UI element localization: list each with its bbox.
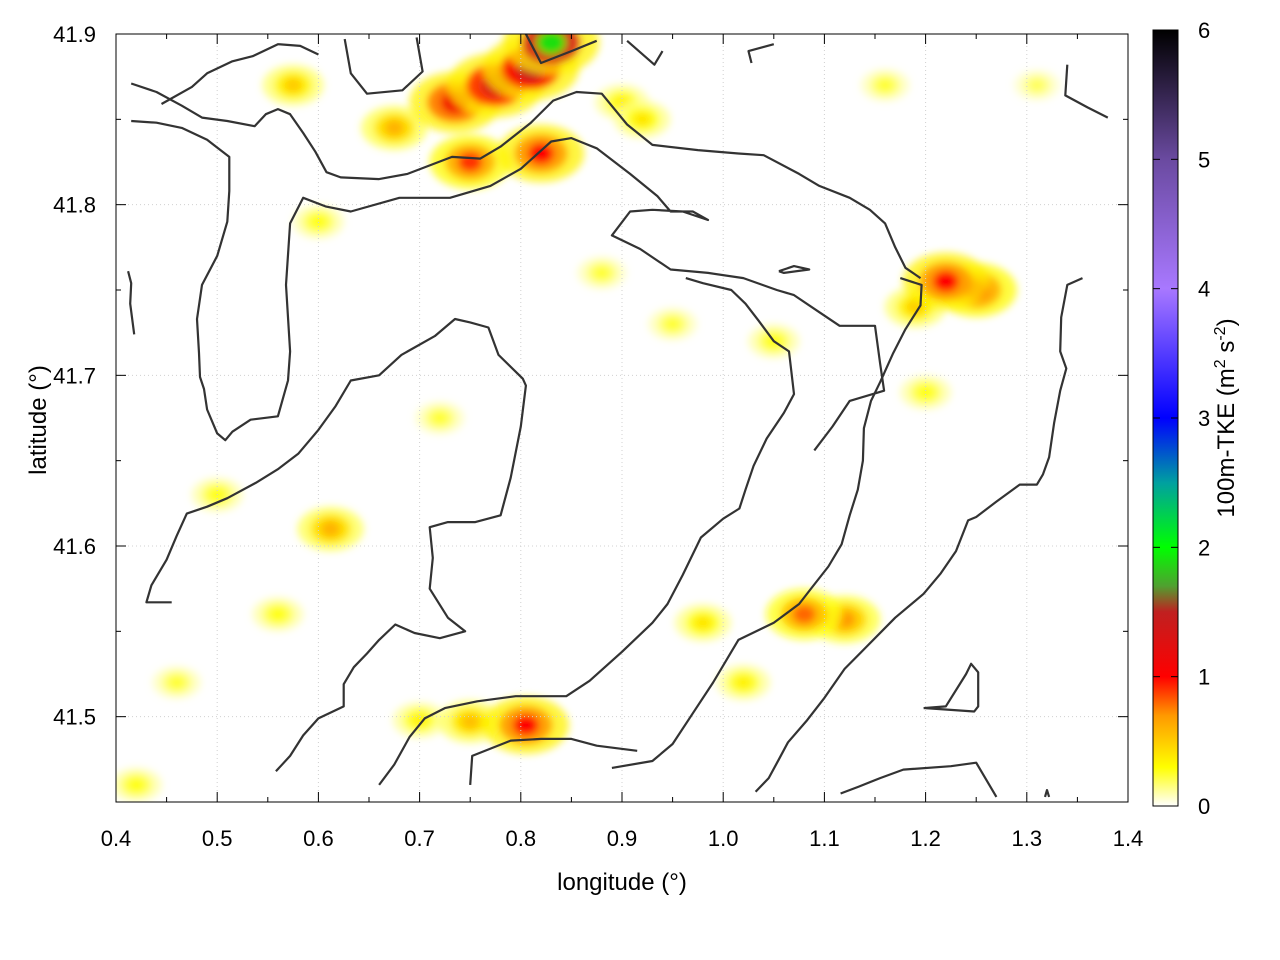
heat-core — [169, 676, 185, 689]
x-axis-title: longitude (°) — [557, 869, 687, 896]
colorbar-tick-label: 4 — [1198, 277, 1210, 302]
heat-core — [320, 520, 341, 538]
y-tick-label: 41.5 — [53, 705, 96, 730]
contour-line — [778, 265, 811, 274]
y-axis-title: latitude (°) — [25, 365, 52, 475]
heat-core — [735, 675, 752, 690]
y-axis: 41.5 41.6 41.7 41.8 41.9 — [53, 22, 1128, 730]
heatmap-layer — [116, 34, 1060, 802]
colorbar-tick-label: 0 — [1198, 794, 1210, 819]
y-tick-label: 41.6 — [53, 534, 96, 559]
contour-line — [343, 37, 424, 95]
contour-line — [130, 82, 922, 280]
x-tick-label: 1.0 — [708, 826, 739, 851]
y-tick-label: 41.8 — [53, 193, 96, 218]
terrain-contours — [127, 34, 1109, 798]
x-tick-label: 0.4 — [101, 826, 132, 851]
heat-core — [633, 112, 651, 127]
grid-lines — [116, 34, 1128, 802]
heat-core — [917, 386, 934, 399]
contour-line — [524, 34, 598, 65]
heat-core — [460, 713, 480, 730]
heat-core — [283, 77, 303, 93]
contour-line — [747, 43, 775, 64]
colorbar-tick-label: 3 — [1198, 406, 1210, 431]
colorbar-tick-label: 6 — [1198, 18, 1210, 43]
contour-line — [145, 317, 528, 773]
heat-core — [432, 411, 448, 425]
colorbar-title: 100m-TKE (m2 s-2) — [1212, 318, 1240, 517]
heat-core — [527, 142, 555, 165]
x-tick-label: 0.8 — [506, 826, 537, 851]
contour-line — [754, 277, 1083, 793]
x-tick-label: 1.1 — [809, 826, 840, 851]
heat-core — [792, 604, 816, 624]
y-tick-label: 41.9 — [53, 22, 96, 47]
heat-core — [877, 79, 893, 92]
heat-core — [128, 778, 145, 792]
x-axis: 0.4 0.5 0.6 0.7 0.8 0.9 1.0 1.1 1.2 1.3 1.4 — [101, 34, 1144, 851]
heat-core — [512, 714, 540, 736]
heat-core — [411, 713, 428, 727]
contour-line — [127, 270, 136, 335]
contour-line — [160, 43, 319, 105]
contour-line — [378, 277, 796, 786]
x-tick-label: 0.7 — [404, 826, 435, 851]
colorbar-tick-label: 1 — [1198, 665, 1210, 690]
contour-line — [923, 662, 980, 713]
contour-line — [611, 277, 923, 769]
x-tick-label: 1.2 — [910, 826, 941, 851]
x-tick-label: 0.9 — [607, 826, 638, 851]
colorbar-ticks: 0 1 2 3 4 5 6 — [1153, 18, 1210, 819]
y-tick-label: 41.7 — [53, 363, 96, 388]
x-tick-label: 0.6 — [303, 826, 334, 851]
x-tick-label: 0.5 — [202, 826, 233, 851]
heat-core — [932, 270, 960, 293]
contour-line — [131, 119, 886, 452]
heat-core — [665, 318, 681, 331]
heat-core — [694, 615, 712, 630]
colorbar-tick-label: 5 — [1198, 147, 1210, 172]
heat-core — [594, 266, 610, 280]
heat-core — [270, 607, 286, 621]
heat-core — [536, 34, 566, 55]
colorbar-tick-label: 2 — [1198, 535, 1210, 560]
contour-line — [1043, 788, 1051, 798]
heat-core — [1029, 79, 1044, 91]
heat-core — [384, 119, 405, 137]
x-tick-label: 1.3 — [1012, 826, 1043, 851]
heat-core — [457, 151, 483, 173]
x-tick-label: 1.4 — [1113, 826, 1144, 851]
contour-line — [840, 761, 998, 798]
contour-line — [469, 737, 638, 785]
contour-line — [626, 39, 664, 66]
heat-core — [310, 215, 327, 229]
contour-line — [1064, 64, 1109, 119]
